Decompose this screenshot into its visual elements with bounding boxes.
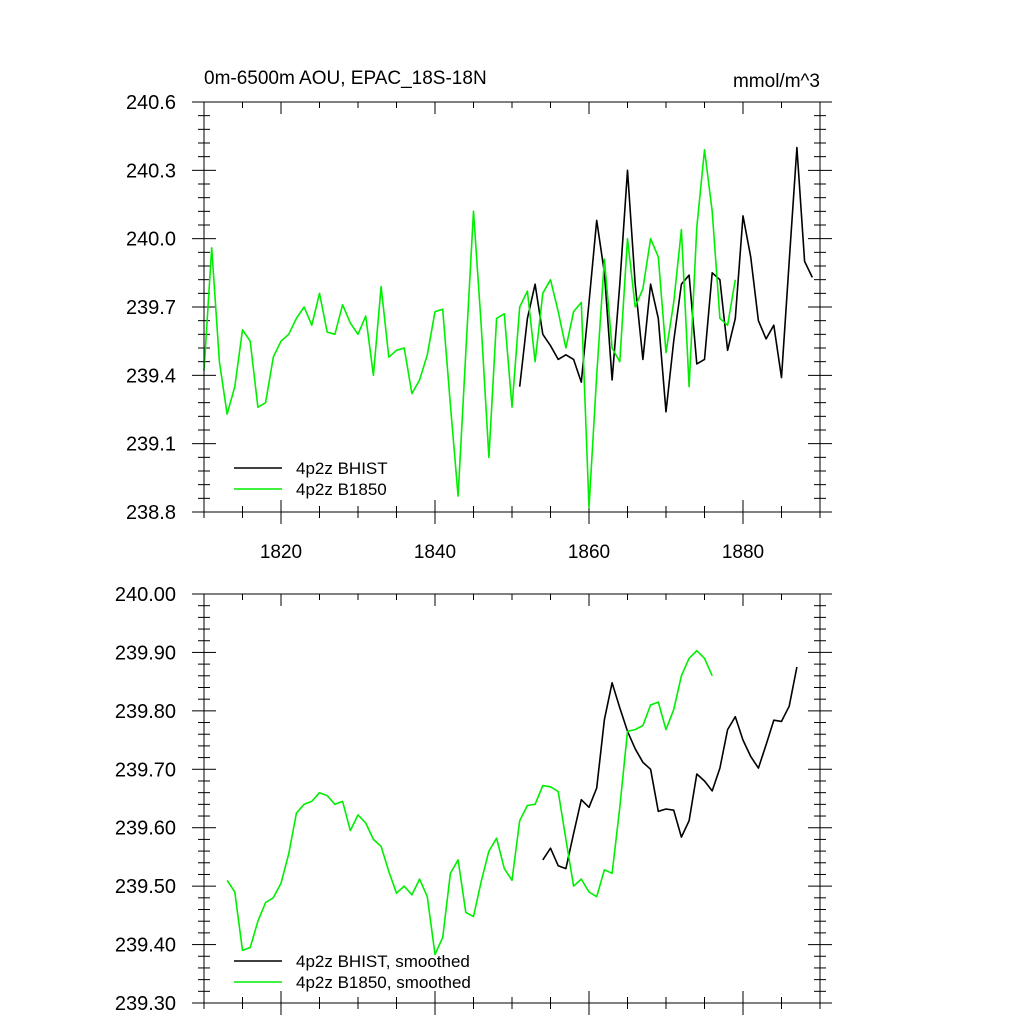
top-panel-title: 0m-6500m AOU, EPAC_18S-18N bbox=[204, 68, 487, 89]
y-tick-label: 239.30 bbox=[115, 993, 176, 1015]
y-tick-label: 239.80 bbox=[115, 701, 176, 723]
x-tick-label: 1840 bbox=[414, 542, 456, 563]
legend-label-b1850-smoothed: 4p2z B1850, smoothed bbox=[296, 973, 471, 992]
top-panel-units-label: mmol/m^3 bbox=[733, 71, 820, 92]
y-tick-label: 240.3 bbox=[126, 160, 176, 182]
x-tick-label: 1860 bbox=[568, 542, 610, 563]
series-line-4p2z-bhist-smoothed bbox=[542, 666, 798, 870]
y-tick-label: 239.70 bbox=[115, 759, 176, 781]
legend-label-bhist-smoothed: 4p2z BHIST, smoothed bbox=[296, 952, 470, 971]
x-tick-label: 1880 bbox=[722, 542, 764, 563]
y-tick-label: 239.4 bbox=[126, 365, 176, 387]
series-line-4p2z-b1850 bbox=[203, 149, 737, 509]
top-panel: 0m-6500m AOU, EPAC_18S-18N mmol/m^3 1820… bbox=[126, 68, 832, 563]
y-tick-label: 239.50 bbox=[115, 876, 176, 898]
top-plot-frame bbox=[203, 101, 821, 513]
legend-label-b1850: 4p2z B1850 bbox=[296, 480, 387, 499]
bottom-legend: 4p2z BHIST, smoothed 4p2z B1850, smoothe… bbox=[234, 952, 471, 992]
legend-label-bhist: 4p2z BHIST bbox=[296, 459, 388, 478]
series-line-4p2z-b1850-smoothed bbox=[226, 649, 713, 956]
y-tick-label: 238.8 bbox=[126, 502, 176, 524]
bottom-plot-frame bbox=[203, 593, 821, 1004]
series-line-4p2z-bhist bbox=[518, 146, 814, 413]
y-tick-label: 239.1 bbox=[126, 434, 176, 456]
y-tick-label: 240.00 bbox=[115, 584, 176, 606]
y-tick-label: 240.0 bbox=[126, 229, 176, 251]
top-legend: 4p2z BHIST 4p2z B1850 bbox=[234, 459, 388, 499]
y-tick-label: 239.60 bbox=[115, 818, 176, 840]
x-tick-label: 1820 bbox=[260, 542, 302, 563]
y-tick-label: 239.90 bbox=[115, 642, 176, 664]
bottom-panel: 239.30 239.40 239.50 239.60 239.70 239.80 239.… bbox=[115, 584, 832, 1015]
y-tick-label: 240.6 bbox=[126, 92, 176, 114]
y-tick-label: 239.7 bbox=[126, 297, 176, 319]
y-tick-label: 239.40 bbox=[115, 935, 176, 957]
